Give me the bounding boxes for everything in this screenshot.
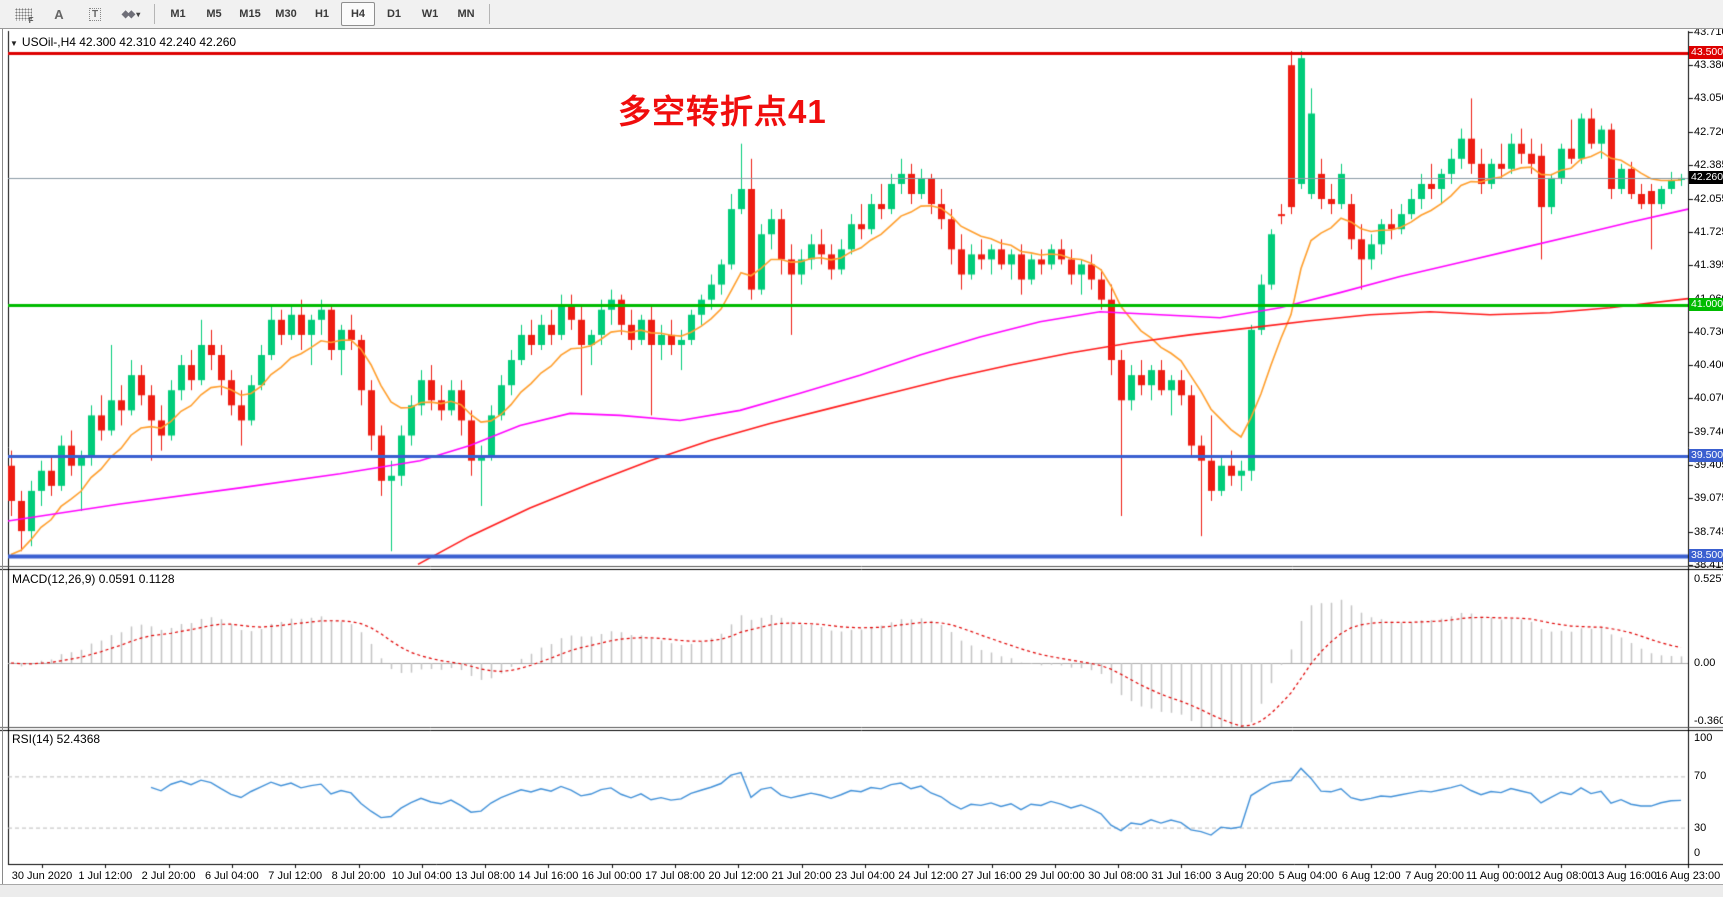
rsi-level-label: 30: [1694, 821, 1707, 834]
price-level-box: 42.260: [1689, 170, 1723, 184]
toolbar: F A T ◆◆ ▾ M1 M5 M15 M30 H1 H4 D1 W1 MN: [0, 0, 1723, 29]
time-axis-label: 6 Jul 04:00: [204, 870, 259, 882]
rsi-label: RSI(14) 52.4368: [12, 732, 101, 746]
rsi-level-label: 0: [1694, 847, 1701, 859]
timeframe-button-w1[interactable]: W1: [421, 8, 439, 20]
time-axis-label: 21 Jul 20:00: [771, 870, 832, 882]
time-axis-label: 10 Jul 04:00: [391, 870, 452, 882]
timeframe-button-h4[interactable]: H4: [341, 2, 375, 26]
timeframe-button-mn[interactable]: MN: [457, 8, 475, 20]
timeframe-group: M1 M5 M15 M30 H1 H4 D1 W1 MN: [160, 2, 484, 26]
timeframe-button-m30[interactable]: M30: [275, 8, 297, 20]
price-tick-label: 40.730: [1694, 325, 1723, 338]
price-tick-label: 39.075: [1694, 492, 1723, 505]
symbol-ohlc-text: USOil-,H4 42.300 42.310 42.240 42.260: [21, 35, 237, 49]
time-axis-label: 7 Jul 12:00: [268, 870, 323, 882]
price-level-box: 39.500: [1689, 448, 1723, 462]
chart-canvas[interactable]: [0, 29, 1723, 897]
price-level-box: 41.000: [1689, 297, 1723, 311]
objects-icon[interactable]: ◆◆ ▾: [121, 8, 141, 20]
macd-min-label: -0.3603: [1694, 715, 1723, 727]
window-left-border: [2, 28, 3, 884]
time-axis-label: 12 Aug 08:00: [1528, 870, 1594, 882]
price-level-box: 43.500: [1689, 46, 1723, 60]
time-axis-label: 16 Jul 00:00: [581, 870, 642, 882]
dropdown-caret-icon: ▾: [136, 9, 141, 19]
timeframe-button-h1[interactable]: H1: [314, 8, 330, 20]
price-tick-label: 38.745: [1694, 525, 1723, 538]
price-tick-label: 43.380: [1694, 59, 1723, 72]
time-axis-label: 6 Aug 12:00: [1341, 870, 1401, 882]
time-axis-label: 11 Aug 00:00: [1465, 870, 1530, 882]
price-tick-label: 42.385: [1694, 159, 1723, 172]
time-axis-label: 14 Jul 16:00: [518, 870, 579, 882]
timeframe-button-m1[interactable]: M1: [170, 8, 186, 20]
price-tick-label: 39.405: [1694, 459, 1723, 472]
price-tick-label: 41.725: [1694, 225, 1723, 238]
time-axis-label: 30 Jun 2020: [11, 870, 73, 882]
chevron-down-icon: ▼: [10, 39, 18, 48]
macd-label: MACD(12,26,9) 0.0591 0.1128: [12, 572, 175, 586]
text-box-icon[interactable]: T: [78, 2, 112, 26]
chart-area: ▼ USOil-,H4 42.300 42.310 42.240 42.260 多…: [0, 26, 1723, 897]
price-tick-label: 43.710: [1694, 26, 1723, 38]
time-axis-label: 29 Jul 00:00: [1024, 870, 1085, 882]
macd-max-label: 0.5257: [1694, 573, 1723, 585]
time-axis-label: 5 Aug 04:00: [1278, 870, 1338, 882]
time-axis-label: 8 Jul 20:00: [331, 870, 386, 882]
toolbar-separator: [154, 4, 155, 24]
time-axis-label: 2 Jul 20:00: [141, 870, 196, 882]
chart-text-annotation[interactable]: 多空转折点41: [618, 93, 827, 130]
time-axis-label: 23 Jul 04:00: [834, 870, 895, 882]
price-tick-label: 42.720: [1694, 125, 1723, 138]
timeframe-button-m15[interactable]: M15: [239, 8, 261, 20]
price-tick-label: 42.055: [1694, 192, 1723, 205]
time-axis-label: 31 Jul 16:00: [1151, 870, 1212, 882]
toolbar-separator: [489, 4, 490, 24]
price-tick-label: 39.740: [1694, 425, 1723, 438]
symbol-header[interactable]: ▼ USOil-,H4 42.300 42.310 42.240 42.260: [10, 35, 236, 49]
time-axis-label: 30 Jul 08:00: [1088, 870, 1149, 882]
price-tick-label: 43.050: [1694, 92, 1723, 105]
time-axis-label: 7 Aug 20:00: [1405, 870, 1464, 882]
time-axis-label: 24 Jul 12:00: [898, 870, 959, 882]
time-axis-label: 27 Jul 16:00: [961, 870, 1022, 882]
rsi-level-label: 100: [1694, 732, 1713, 744]
price-level-box: 38.500: [1689, 549, 1723, 563]
timeframe-button-m5[interactable]: M5: [206, 8, 222, 20]
rsi-level-label: 70: [1694, 770, 1707, 783]
time-axis-label: 13 Aug 16:00: [1592, 870, 1657, 882]
time-axis-label: 1 Jul 12:00: [78, 870, 133, 882]
time-axis-label: 17 Jul 08:00: [645, 870, 705, 882]
price-tick-label: 41.395: [1694, 258, 1723, 271]
text-label-icon[interactable]: A: [54, 6, 64, 22]
time-axis-label: 16 Aug 23:00: [1655, 870, 1721, 882]
price-tick-label: 40.070: [1694, 392, 1723, 405]
timeframe-button-d1[interactable]: D1: [386, 8, 402, 20]
price-tick-label: 40.400: [1694, 359, 1723, 372]
time-axis-label: 13 Jul 08:00: [455, 870, 516, 882]
macd-zero-label: 0.00: [1694, 657, 1716, 669]
time-axis-label: 20 Jul 12:00: [708, 870, 769, 882]
time-axis-label: 3 Aug 20:00: [1215, 870, 1275, 882]
status-strip: [0, 884, 1723, 897]
indicator-grid-icon[interactable]: F: [6, 2, 40, 26]
